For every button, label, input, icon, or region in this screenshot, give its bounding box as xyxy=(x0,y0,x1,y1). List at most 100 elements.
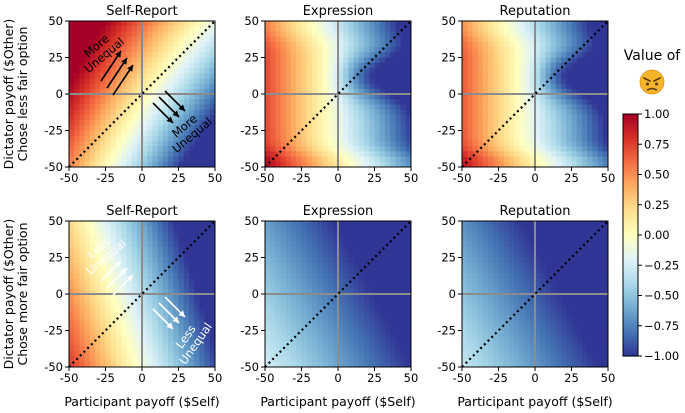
heatmap-cell xyxy=(126,47,133,53)
heatmap-cell xyxy=(529,41,536,48)
heatmap-cell xyxy=(332,114,339,121)
heatmap-cell xyxy=(482,325,489,332)
heatmap-cell xyxy=(105,57,112,64)
heatmap-cell xyxy=(74,236,81,243)
heatmap-cell xyxy=(581,294,588,300)
heatmap-cell xyxy=(364,231,370,238)
heatmap-cell xyxy=(472,351,479,358)
heatmap-cell xyxy=(183,67,190,74)
heatmap-cell xyxy=(332,288,339,295)
heatmap-cell xyxy=(311,156,318,163)
heatmap-cell xyxy=(270,340,277,347)
heatmap-cell xyxy=(126,288,133,295)
heatmap-cell xyxy=(498,99,505,106)
heatmap-cell xyxy=(498,146,505,152)
heatmap-cell xyxy=(545,52,552,59)
heatmap-cell xyxy=(482,257,489,264)
heatmap-cell xyxy=(348,47,355,53)
heatmap-cell xyxy=(353,309,360,316)
heatmap-cell xyxy=(84,320,91,326)
heatmap-cell xyxy=(178,247,185,253)
heatmap-cell xyxy=(69,135,75,142)
heatmap-cell xyxy=(173,325,180,332)
heatmap-cell xyxy=(514,247,520,253)
heatmap-cell xyxy=(194,252,200,259)
heatmap-cell xyxy=(561,226,567,233)
heatmap-cell xyxy=(84,340,91,347)
heatmap-cell xyxy=(550,294,557,300)
heatmap-cell xyxy=(188,146,195,152)
heatmap-cell xyxy=(364,340,370,347)
heatmap-cell xyxy=(498,346,505,352)
heatmap-cell xyxy=(384,294,391,300)
heatmap-cell xyxy=(147,351,154,358)
heatmap-cell xyxy=(89,283,96,290)
heatmap-cell xyxy=(343,88,350,95)
heatmap-cell xyxy=(301,309,308,316)
heatmap-cell xyxy=(84,241,91,248)
heatmap-cell xyxy=(275,83,282,90)
heatmap-cell xyxy=(581,309,588,316)
heatmap-cell xyxy=(280,304,287,311)
heatmap-cell xyxy=(395,226,402,233)
heatmap-cell xyxy=(364,83,370,90)
x-tick-label: -50 xyxy=(256,171,275,185)
heatmap-cell xyxy=(280,252,287,259)
heatmap-cell xyxy=(592,151,599,158)
heatmap-cell xyxy=(121,94,127,100)
annotation-arrowhead xyxy=(172,110,179,117)
heatmap-cell xyxy=(364,241,370,248)
heatmap-cell xyxy=(462,36,468,43)
heatmap-cell xyxy=(364,314,370,321)
heatmap-cell xyxy=(508,146,515,152)
heatmap-cell xyxy=(89,52,96,59)
heatmap-cell xyxy=(535,241,541,248)
colorbar-segment xyxy=(623,228,638,233)
heatmap-cell xyxy=(545,278,552,285)
heatmap-cell xyxy=(348,67,355,74)
heatmap-cell xyxy=(592,135,599,142)
heatmap-cell xyxy=(84,57,91,64)
heatmap-cell xyxy=(131,26,138,33)
heatmap-cell xyxy=(379,267,386,274)
heatmap-cell xyxy=(467,57,474,64)
heatmap-cell xyxy=(358,226,365,233)
heatmap-cell xyxy=(482,135,489,142)
heatmap-cell xyxy=(540,135,547,142)
heatmap-cell xyxy=(545,67,552,74)
heatmap-cell xyxy=(131,252,138,259)
heatmap-cell xyxy=(100,47,107,53)
heatmap-cell xyxy=(472,62,479,69)
heatmap-cell xyxy=(395,351,402,358)
heatmap-cell xyxy=(488,120,494,126)
heatmap-cell xyxy=(121,325,127,332)
heatmap-cell xyxy=(162,283,169,290)
heatmap-cell xyxy=(142,320,148,326)
heatmap-cell xyxy=(74,62,81,69)
heatmap-cell xyxy=(390,257,396,264)
heatmap-cell xyxy=(514,309,520,316)
heatmap-cell xyxy=(535,262,541,269)
heatmap-cell xyxy=(270,314,277,321)
heatmap-cell xyxy=(275,325,282,332)
heatmap-cell xyxy=(275,94,282,100)
heatmap-cell xyxy=(188,67,195,74)
heatmap-cell xyxy=(364,88,370,95)
heatmap-cell xyxy=(285,125,292,132)
heatmap-cell xyxy=(173,146,180,152)
heatmap-cell xyxy=(301,156,308,163)
heatmap-cell xyxy=(95,320,101,326)
heatmap-cell xyxy=(204,278,211,285)
heatmap-cell xyxy=(311,47,318,53)
heatmap-cell xyxy=(587,104,593,111)
heatmap-cell xyxy=(115,257,122,264)
heatmap-cell xyxy=(121,41,127,48)
heatmap-cell xyxy=(183,299,190,306)
heatmap-cell xyxy=(142,125,148,132)
heatmap-cell xyxy=(110,47,117,53)
heatmap-cell xyxy=(317,231,323,238)
heatmap-cell xyxy=(79,231,86,238)
heatmap-cell xyxy=(327,226,334,233)
heatmap-cell xyxy=(581,226,588,233)
